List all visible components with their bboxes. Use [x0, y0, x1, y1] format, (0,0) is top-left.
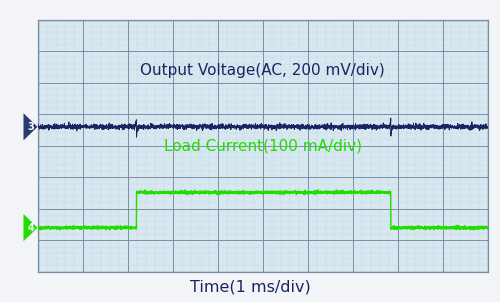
Text: 4: 4 — [27, 223, 34, 233]
Text: Load Current(100 mA/div): Load Current(100 mA/div) — [164, 138, 362, 153]
Text: Output Voltage(AC, 200 mV/div): Output Voltage(AC, 200 mV/div) — [140, 63, 385, 78]
Text: Time(1 ms/div): Time(1 ms/div) — [190, 279, 310, 294]
Text: 3: 3 — [27, 122, 34, 132]
